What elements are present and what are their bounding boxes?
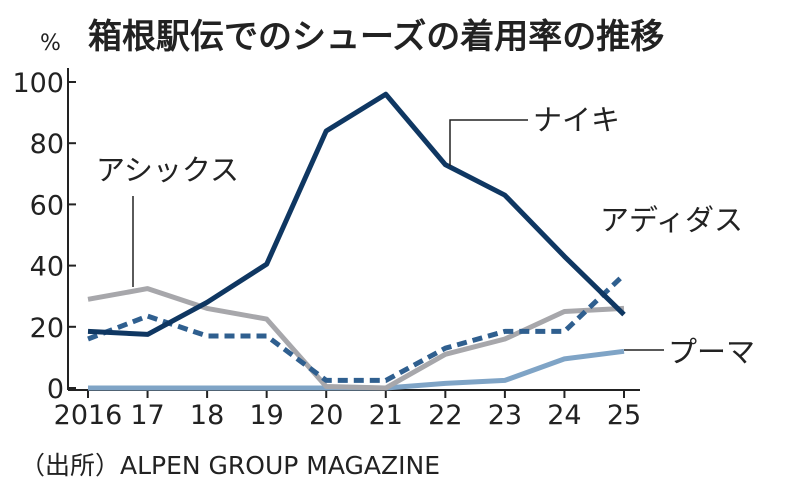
y-tick-label: 80	[30, 129, 64, 160]
series-line-2	[87, 272, 626, 383]
series-line-1	[87, 91, 626, 337]
x-tick-label: 21	[369, 400, 403, 431]
x-tick-label: 19	[249, 400, 283, 431]
x-tick-label: 18	[190, 400, 224, 431]
x-tick-label: 24	[547, 400, 581, 431]
y-unit-label: %	[40, 31, 61, 56]
series-label: アディダス	[600, 203, 743, 237]
series-label: アシックス	[96, 153, 239, 187]
y-tick-label: 0	[47, 374, 64, 405]
x-tick-label: 17	[130, 400, 164, 431]
x-tick-label: 20	[309, 400, 343, 431]
chart-title: 箱根駅伝でのシューズの着用率の推移	[88, 17, 664, 57]
y-tick-label: 20	[30, 313, 64, 344]
x-tick-label: 22	[428, 400, 462, 431]
series-layer	[87, 91, 626, 391]
series-line-0	[87, 286, 625, 391]
x-tick-label: 25	[607, 400, 641, 431]
y-tick-label: 60	[30, 190, 64, 221]
x-tick-label: 23	[488, 400, 522, 431]
source-note: （出所）ALPEN GROUP MAGAZINE	[20, 451, 440, 480]
leader-line	[449, 119, 528, 166]
axes: 0 20 40 60 80 100 2016 17 18 19 20 21 22 23 24 25	[12, 68, 641, 431]
series-label: ナイキ	[533, 103, 620, 137]
y-tick-label: 40	[30, 252, 64, 283]
series-label: プーマ	[668, 335, 755, 369]
y-tick-label: 100	[12, 68, 64, 99]
x-tick-label: 2016	[54, 400, 123, 431]
